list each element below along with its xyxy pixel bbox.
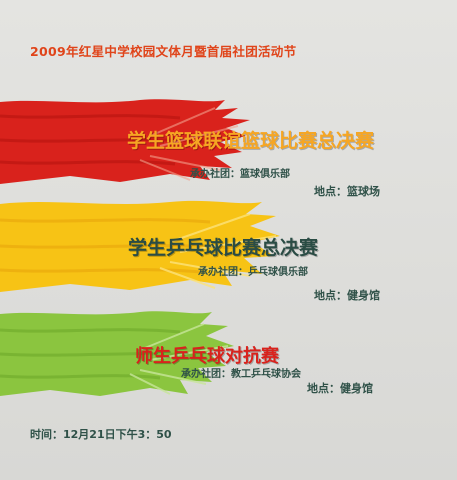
event-3-title: 师生乒乓球对抗赛: [135, 346, 279, 367]
event-3-location: 地点：健身馆: [307, 382, 373, 395]
event-2-organizer: 承办社团：乒乓球俱乐部: [198, 267, 308, 278]
event-2-title: 学生乒乓球比赛总决赛: [128, 237, 319, 259]
red-brush-stroke: [0, 99, 250, 184]
green-brush-stroke: [0, 311, 234, 396]
event-time: 时间：12月21日下午3：50: [30, 428, 172, 441]
event-1-title: 学生篮球联谊篮球比赛总决赛: [127, 130, 375, 152]
poster-header: 2009年红星中学校园文体月暨首届社团活动节: [30, 44, 297, 59]
event-2-location: 地点：健身馆: [314, 289, 380, 302]
event-1-location: 地点：篮球场: [314, 185, 380, 198]
event-3-organizer: 承办社团：教工乒乓球协会: [181, 369, 301, 380]
event-1-organizer: 承办社团：篮球俱乐部: [190, 169, 290, 180]
yellow-brush-stroke: [0, 200, 280, 292]
